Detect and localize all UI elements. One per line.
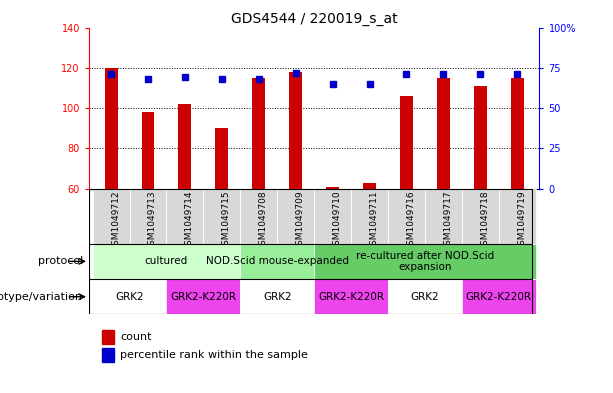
Bar [204, 189, 240, 244]
Text: GSM1049713: GSM1049713 [148, 190, 157, 251]
Text: count: count [120, 332, 152, 342]
Bar [240, 279, 314, 314]
Bar [511, 78, 524, 189]
Bar [129, 189, 167, 244]
Text: NOD.Scid mouse-expanded: NOD.Scid mouse-expanded [206, 256, 349, 266]
Bar [462, 279, 536, 314]
Text: GSM1049717: GSM1049717 [443, 190, 452, 251]
Text: GRK2-K220R: GRK2-K220R [170, 292, 237, 302]
Bar [388, 189, 425, 244]
Bar [93, 279, 167, 314]
Bar [93, 189, 129, 244]
Bar [215, 128, 228, 189]
Bar [167, 279, 240, 314]
Bar [93, 244, 240, 279]
Bar [240, 244, 314, 279]
Text: GSM1049715: GSM1049715 [222, 190, 231, 251]
Text: GSM1049711: GSM1049711 [370, 190, 379, 251]
Text: GSM1049712: GSM1049712 [111, 190, 120, 251]
Bar [351, 189, 388, 244]
Text: GSM1049710: GSM1049710 [333, 190, 341, 251]
Text: GRK2-K220R: GRK2-K220R [318, 292, 384, 302]
Text: genotype/variation: genotype/variation [0, 292, 83, 302]
Text: GRK2: GRK2 [115, 292, 144, 302]
Bar [499, 189, 536, 244]
Text: cultured: cultured [145, 256, 188, 266]
Text: protocol: protocol [37, 256, 83, 266]
Bar [178, 104, 191, 189]
Text: GRK2-K220R: GRK2-K220R [466, 292, 532, 302]
Bar [388, 279, 462, 314]
Bar [167, 189, 204, 244]
Bar [289, 72, 302, 189]
Text: GRK2: GRK2 [411, 292, 440, 302]
Text: GSM1049718: GSM1049718 [481, 190, 489, 251]
Text: GSM1049719: GSM1049719 [517, 190, 527, 251]
Bar [102, 348, 113, 362]
Bar [105, 68, 118, 189]
Bar [437, 78, 450, 189]
Text: GSM1049714: GSM1049714 [185, 190, 194, 251]
Bar [142, 112, 154, 189]
Bar [314, 244, 536, 279]
Bar [326, 187, 339, 189]
Text: percentile rank within the sample: percentile rank within the sample [120, 350, 308, 360]
Title: GDS4544 / 220019_s_at: GDS4544 / 220019_s_at [231, 13, 397, 26]
Bar [277, 189, 314, 244]
Text: GSM1049708: GSM1049708 [259, 190, 268, 251]
Bar [314, 189, 351, 244]
Bar [462, 189, 499, 244]
Bar [314, 279, 388, 314]
Text: GSM1049716: GSM1049716 [406, 190, 416, 251]
Bar [363, 183, 376, 189]
Bar [474, 86, 487, 189]
Text: re-cultured after NOD.Scid
expansion: re-cultured after NOD.Scid expansion [356, 251, 494, 272]
Text: GRK2: GRK2 [263, 292, 292, 302]
Bar [425, 189, 462, 244]
Bar [253, 78, 265, 189]
Text: GSM1049709: GSM1049709 [295, 190, 305, 251]
Bar [102, 330, 113, 344]
Bar [400, 96, 413, 189]
Bar [240, 189, 277, 244]
